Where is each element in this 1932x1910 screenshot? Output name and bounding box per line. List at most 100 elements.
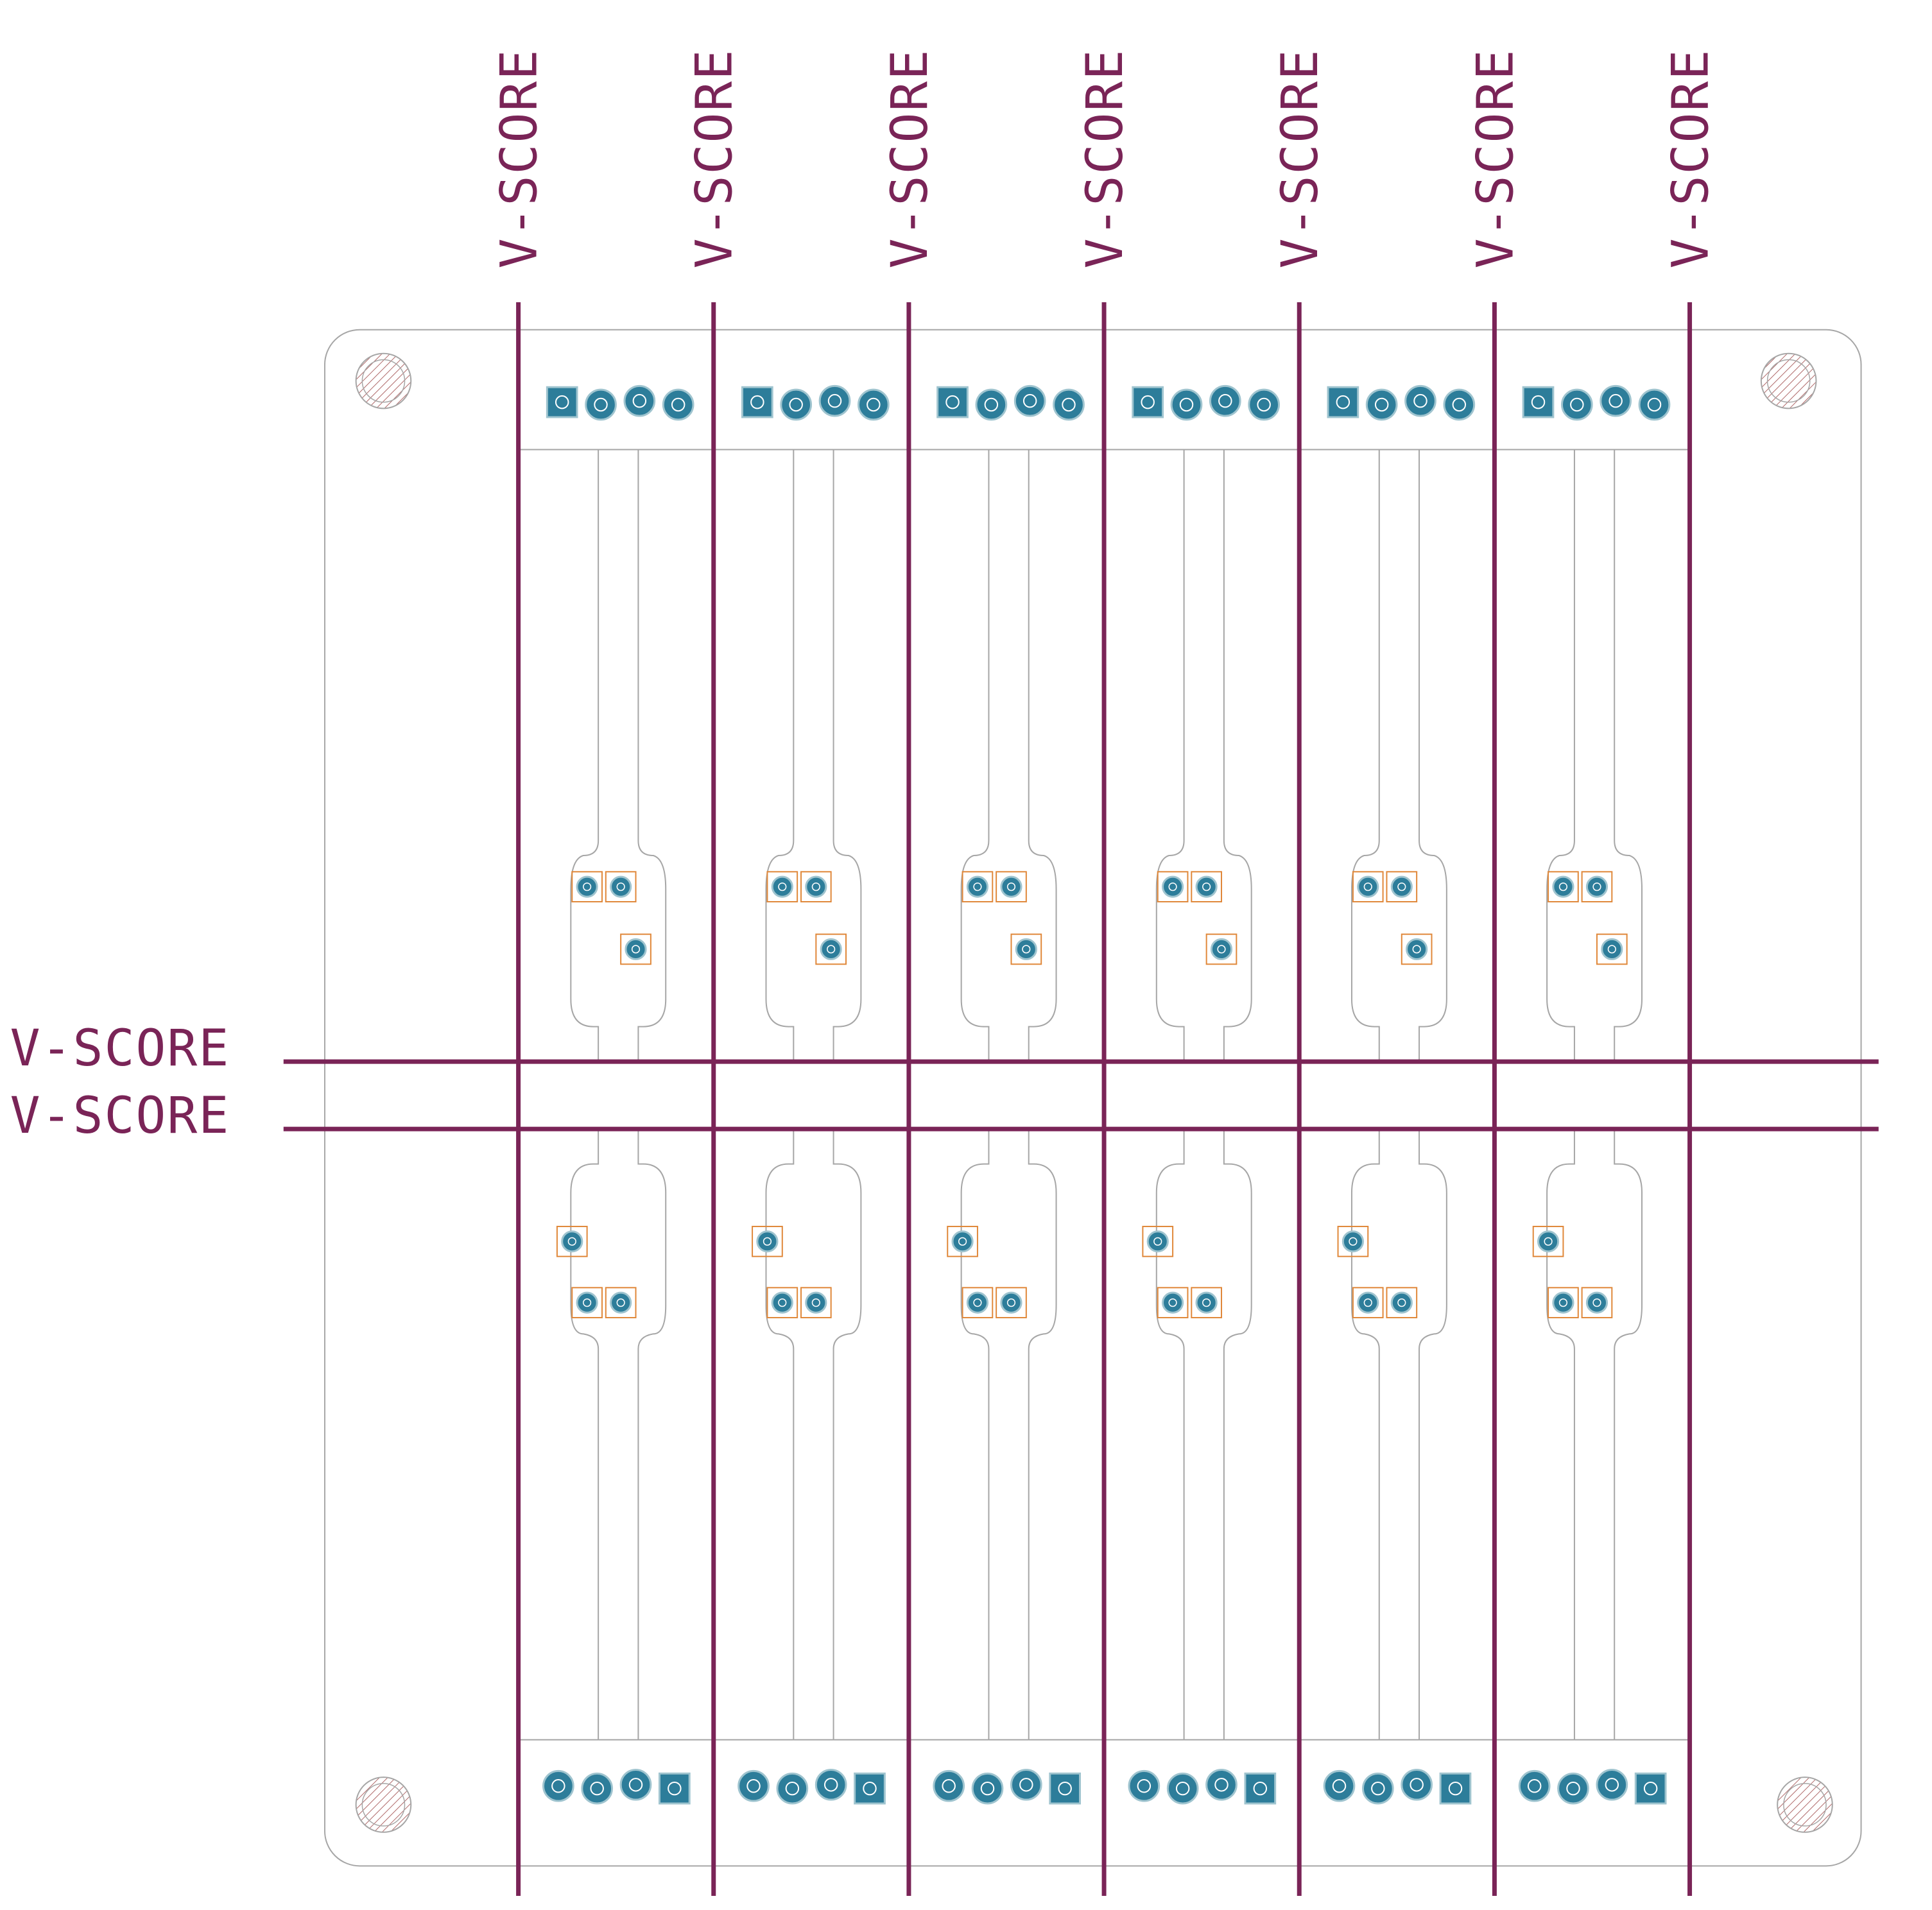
drill-hole-icon (824, 1778, 838, 1792)
square-pad-icon (1634, 1772, 1667, 1805)
board-outline-layer (323, 329, 1862, 1867)
drill-hole-icon (1643, 1781, 1658, 1796)
square-pad-icon (658, 1772, 691, 1805)
pcb-outline-bottom (765, 1129, 862, 1740)
small-pad-icon (1406, 938, 1428, 961)
drill-hole-icon (1607, 945, 1616, 954)
silkscreen-box (605, 871, 637, 903)
drill-hole-icon (551, 1779, 565, 1793)
drill-hole-icon (1168, 1298, 1177, 1307)
round-pad-icon (815, 1768, 847, 1801)
pcb-outline-top (960, 449, 1057, 1062)
drill-hole-icon (1527, 1779, 1542, 1793)
silkscreen-box (1386, 1287, 1418, 1319)
silkscreen-box (996, 871, 1027, 903)
round-pad-icon (585, 388, 617, 421)
silkscreen-box (1401, 933, 1433, 965)
drill-hole-icon (671, 397, 686, 412)
drill-hole-icon (1062, 397, 1076, 412)
drill-hole-icon (785, 1781, 800, 1796)
drill-hole-icon (1058, 1781, 1072, 1796)
drill-hole-icon (631, 945, 641, 954)
round-pad-icon (1401, 1768, 1433, 1801)
square-pad-icon (1049, 1772, 1082, 1805)
drill-hole-icon (1214, 1778, 1229, 1792)
drill-hole-icon (632, 393, 647, 408)
small-pad-icon (1341, 1230, 1364, 1253)
drill-hole-icon (567, 1237, 576, 1246)
drill-hole-icon (1371, 1781, 1385, 1796)
round-pad-icon (581, 1772, 614, 1805)
drill-hole-icon (778, 882, 787, 891)
small-pad-icon (1162, 875, 1184, 898)
drill-hole-icon (1363, 1298, 1372, 1307)
small-pad-icon (1000, 1291, 1022, 1314)
drill-hole-icon (1179, 397, 1194, 412)
small-pad-icon (1390, 875, 1413, 898)
pcb-outline-top (765, 449, 862, 1062)
silkscreen-box (1548, 871, 1579, 903)
pads-layer (542, 384, 1671, 1805)
round-pad-icon (542, 1769, 574, 1802)
drill-hole-icon (1022, 393, 1037, 408)
small-pad-icon (966, 1291, 989, 1314)
round-pad-icon (1010, 1768, 1042, 1801)
silkscreen-box (962, 1287, 994, 1319)
round-pad-icon (1560, 388, 1593, 421)
drill-hole-icon (1544, 1237, 1553, 1246)
drill-hole-icon (1592, 882, 1601, 891)
square-pad-icon (936, 386, 969, 418)
drill-hole-icon (1397, 882, 1406, 891)
drill-hole-icon (1257, 397, 1271, 412)
drill-hole-icon (1137, 1779, 1151, 1793)
drill-hole-icon (1218, 393, 1232, 408)
pcb-outline-bottom (1546, 1129, 1643, 1740)
round-pad-icon (1443, 388, 1476, 421)
v-score-label-vertical: V-SCORE (491, 49, 549, 269)
drill-hole-icon (1592, 1298, 1601, 1307)
drill-hole-icon (1349, 1237, 1358, 1246)
small-pad-icon (1585, 875, 1609, 898)
drill-hole-icon (789, 397, 803, 412)
square-pad-icon (1327, 386, 1359, 418)
v-score-label-vertical: V-SCORE (1662, 49, 1720, 269)
round-pad-icon (1053, 388, 1085, 421)
drill-hole-icon (863, 1781, 877, 1796)
silkscreen-box (752, 1225, 783, 1257)
drill-hole-icon (1217, 945, 1226, 954)
mounting-hole-icon (355, 352, 412, 409)
drill-hole-icon (1336, 395, 1350, 409)
small-pad-icon (1537, 1230, 1560, 1253)
drill-hole-icon (1609, 393, 1623, 408)
small-pad-icon (1552, 1291, 1574, 1314)
silkscreen-box (1142, 1225, 1174, 1257)
v-score-label-vertical: V-SCORE (1467, 49, 1524, 269)
silkscreen-box (947, 1225, 978, 1257)
round-pad-icon (818, 384, 851, 417)
drill-hole-icon (984, 397, 999, 412)
drill-hole-icon (811, 882, 820, 891)
silkscreen-box (1352, 871, 1384, 903)
drill-hole-icon (1413, 393, 1427, 408)
drill-hole-icon (1332, 1779, 1347, 1793)
drill-hole-icon (1448, 1781, 1463, 1796)
drill-hole-icon (1141, 395, 1155, 409)
silkscreen-box (962, 871, 994, 903)
silkscreen-box (1157, 871, 1189, 903)
drill-hole-icon (1558, 882, 1568, 891)
v-score-label-horizontal: V-SCORE (10, 1087, 230, 1145)
drill-hole-icon (746, 1779, 761, 1793)
round-pad-icon (1557, 1772, 1589, 1805)
drill-hole-icon (1566, 1781, 1580, 1796)
square-pad-icon (546, 386, 578, 418)
round-pad-icon (619, 1768, 652, 1801)
small-pad-icon (771, 1291, 793, 1314)
drill-hole-icon (628, 1778, 643, 1792)
square-pad-icon (1439, 1772, 1472, 1805)
drill-hole-icon (1410, 1778, 1424, 1792)
round-pad-icon (1365, 388, 1398, 421)
v-score-label-vertical: V-SCORE (881, 49, 939, 269)
mounting-hole-ring (1783, 1783, 1827, 1827)
small-pad-icon (1357, 1291, 1379, 1314)
drill-hole-icon (811, 1298, 820, 1307)
